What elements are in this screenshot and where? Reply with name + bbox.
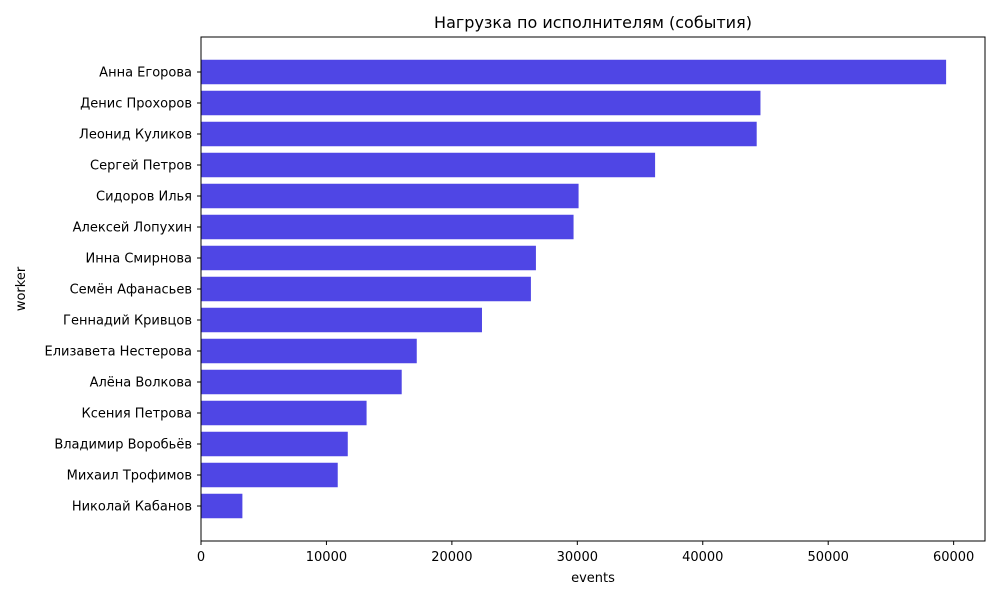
bar [201, 152, 656, 178]
y-tick-label: Геннадий Кривцов [63, 314, 192, 329]
x-tick-label: 30000 [557, 550, 598, 565]
x-tick-label: 0 [197, 550, 205, 565]
bar [201, 431, 348, 457]
bar [201, 462, 338, 488]
x-tick-label: 50000 [808, 550, 849, 565]
bar [201, 121, 757, 147]
x-tick-label: 20000 [431, 550, 472, 565]
bar [201, 183, 579, 209]
bar [201, 245, 536, 271]
bar [201, 369, 402, 395]
y-tick-label: Владимир Воробьёв [54, 438, 192, 453]
y-tick-label: Денис Прохоров [80, 97, 192, 112]
y-tick-label: Николай Кабанов [72, 500, 192, 515]
y-tick-label: Ксения Петрова [82, 407, 192, 422]
bar [201, 307, 482, 333]
bar [201, 59, 947, 85]
bar [201, 214, 574, 240]
y-tick-label: Семён Афанасьев [70, 283, 192, 298]
y-tick-label: Леонид Куликов [79, 128, 192, 143]
y-tick-label: Алексей Лопухин [73, 221, 192, 236]
y-tick-label: Алёна Волкова [90, 376, 192, 391]
x-axis-ticks: 0 10000 20000 30000 40000 50000 60000 [197, 541, 974, 565]
bar [201, 338, 417, 364]
y-tick-label: Елизавета Нестерова [44, 345, 192, 360]
x-tick-label: 60000 [933, 550, 974, 565]
x-axis-label: events [571, 571, 615, 586]
y-tick-label: Михаил Трофимов [67, 469, 192, 484]
y-tick-label: Анна Егорова [99, 66, 192, 81]
bar [201, 493, 243, 519]
bar [201, 400, 367, 426]
x-tick-label: 40000 [682, 550, 723, 565]
y-axis-label: worker [14, 266, 29, 311]
bar [201, 276, 531, 302]
plot-frame [200, 36, 986, 542]
y-tick-label: Сидоров Илья [96, 190, 192, 205]
chart-title: Нагрузка по исполнителям (события) [434, 13, 752, 32]
bar [201, 90, 761, 116]
bars-group [201, 59, 947, 519]
y-tick-label: Инна Смирнова [86, 252, 193, 267]
y-axis-ticks: Анна Егорова Денис Прохоров Леонид Куликов… [44, 66, 201, 515]
y-tick-label: Сергей Петров [90, 159, 192, 174]
x-tick-label: 10000 [306, 550, 347, 565]
